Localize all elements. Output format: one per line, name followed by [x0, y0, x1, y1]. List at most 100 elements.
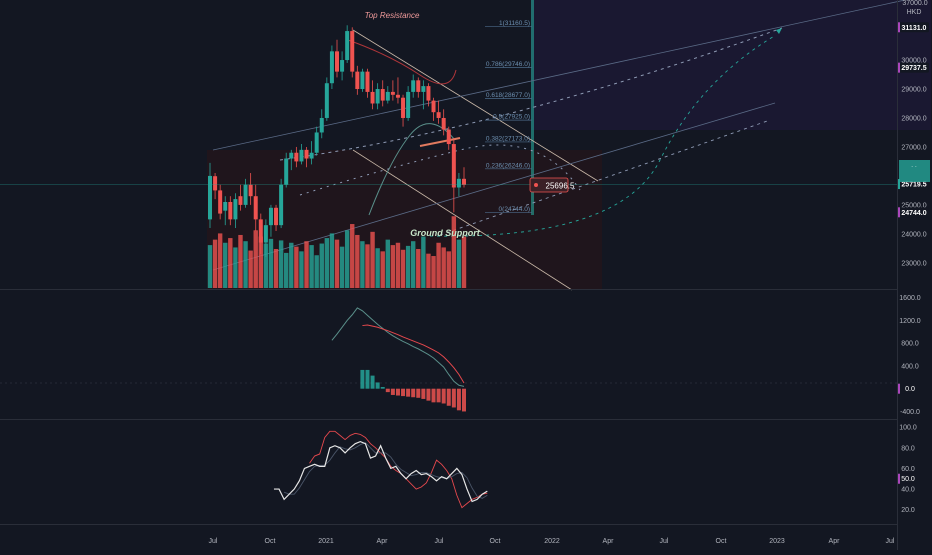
macd-zero-accent: [898, 383, 900, 394]
macd-histogram-bar: [431, 388, 436, 403]
macd-histogram-bar: [411, 388, 416, 398]
fib-level-label: 0(24744.0): [499, 206, 530, 213]
volume-bar: [217, 233, 223, 288]
time-tick-label: Apr: [377, 538, 389, 545]
macd-histogram-bar: [462, 388, 466, 412]
candle: [218, 184, 223, 220]
volume-bar: [365, 244, 370, 288]
volume-bar: [207, 245, 213, 288]
top-resistance-label: Top Resistance: [365, 11, 420, 20]
candle-body: [228, 201, 233, 220]
highlight-dot: · ·: [911, 164, 917, 170]
candle-body: [395, 94, 400, 98]
stochastic-current-accent: [898, 473, 900, 484]
separator-xaxis: [0, 524, 897, 525]
candle: [416, 77, 421, 98]
macd-tick-label: 1200.0: [899, 318, 921, 325]
candle: [243, 178, 248, 208]
candle-body: [375, 89, 380, 104]
volume-bar: [294, 246, 299, 288]
macd-tick-label: 1600.0: [899, 295, 921, 302]
candle-body: [284, 158, 289, 185]
macd-histogram-bar: [401, 388, 406, 397]
volume-bar: [451, 216, 457, 288]
candle-body: [299, 149, 304, 162]
time-tick-label: 2023: [769, 538, 785, 545]
volume-bar: [299, 251, 304, 288]
candle-body: [208, 175, 212, 220]
volume-bar: [268, 238, 274, 288]
stochastic-current-badge: [899, 473, 916, 484]
candle-body: [263, 225, 268, 243]
candle-body: [436, 112, 441, 118]
lower-channel-trendline: [352, 149, 573, 291]
price-scale-border: [897, 0, 898, 550]
candle-body: [335, 51, 339, 72]
stochastic-current-label: 50.0: [901, 476, 915, 483]
candle-body: [238, 196, 243, 205]
macd-tick-label: 400.0: [901, 363, 919, 370]
candle-body: [456, 178, 461, 188]
upper-ascending-trendline: [212, 0, 906, 151]
volume-bar: [385, 239, 390, 288]
candle-body: [243, 184, 248, 205]
candle-body: [274, 207, 279, 226]
price-tick-label: 28000.0: [901, 115, 926, 122]
time-tick-label: Jul: [660, 538, 669, 545]
current-price-marker[interactable]: 25696.5: [529, 177, 575, 193]
macd-axis[interactable]: 1600.0 1200.0 800.0 400.0 0.0 -400.0: [898, 295, 921, 416]
candle: [380, 80, 385, 107]
projection-zone: [531, 0, 931, 130]
volume-bar: [375, 248, 380, 288]
candle-body: [360, 71, 365, 90]
candle-body: [218, 190, 223, 214]
candle: [395, 77, 400, 104]
short-ma-segment: [419, 137, 461, 147]
stochastic-tick-label: 20.0: [901, 507, 915, 514]
marker-dot: [534, 183, 538, 187]
ema-line: [368, 123, 456, 216]
volume-bar: [304, 241, 309, 288]
candle: [309, 141, 314, 165]
projection-curve-middle: [439, 119, 771, 236]
volume-bar: [334, 239, 340, 288]
volume-bar: [284, 252, 289, 288]
candle-body: [289, 152, 294, 159]
candle: [233, 193, 238, 229]
candle: [385, 86, 390, 104]
candle-body: [426, 86, 431, 101]
candle: [365, 68, 370, 98]
candle: [335, 39, 339, 78]
volume-bar: [416, 249, 421, 288]
candle: [258, 213, 263, 255]
candle-body: [365, 71, 370, 92]
macd-tick-label: -400.0: [900, 409, 920, 416]
candle: [340, 51, 345, 81]
price-axis[interactable]: 30000.0 29000.0 28000.0 27000.0 25000.0 24000…: [898, 22, 929, 267]
volume-bar: [344, 230, 350, 288]
ground-support-label: Ground Support: [410, 228, 480, 238]
volume-bar: [405, 245, 411, 288]
candle-body: [294, 152, 299, 162]
stochastic-tick-label: 60.0: [901, 466, 915, 473]
projection-curve-upper: [279, 27, 783, 161]
candle-body: [431, 100, 436, 113]
candle-body: [345, 31, 350, 61]
price-tick-label: 23000.0: [901, 260, 926, 267]
stochastic-axis[interactable]: 100.0 80.0 60.0 40.0 20.0 50.0: [898, 425, 917, 515]
stochastic-k-line: [273, 440, 488, 503]
candle: [208, 162, 212, 229]
volume-bar: [350, 224, 355, 288]
volume-bar: [355, 234, 360, 288]
macd-histogram-bar: [456, 388, 461, 411]
macd-histogram-bar: [390, 388, 395, 395]
time-axis[interactable]: Jul Oct 2021 Apr Jul Oct 2022 Apr Jul Oct 2023 Apr J…: [209, 538, 895, 545]
macd-signal-line: [362, 324, 465, 384]
candle-body: [213, 176, 218, 191]
volume-bar: [400, 249, 406, 288]
candle: [279, 178, 284, 229]
top-resistance-trendline: [352, 29, 599, 182]
volume-bar: [461, 236, 467, 288]
candle: [446, 126, 451, 150]
